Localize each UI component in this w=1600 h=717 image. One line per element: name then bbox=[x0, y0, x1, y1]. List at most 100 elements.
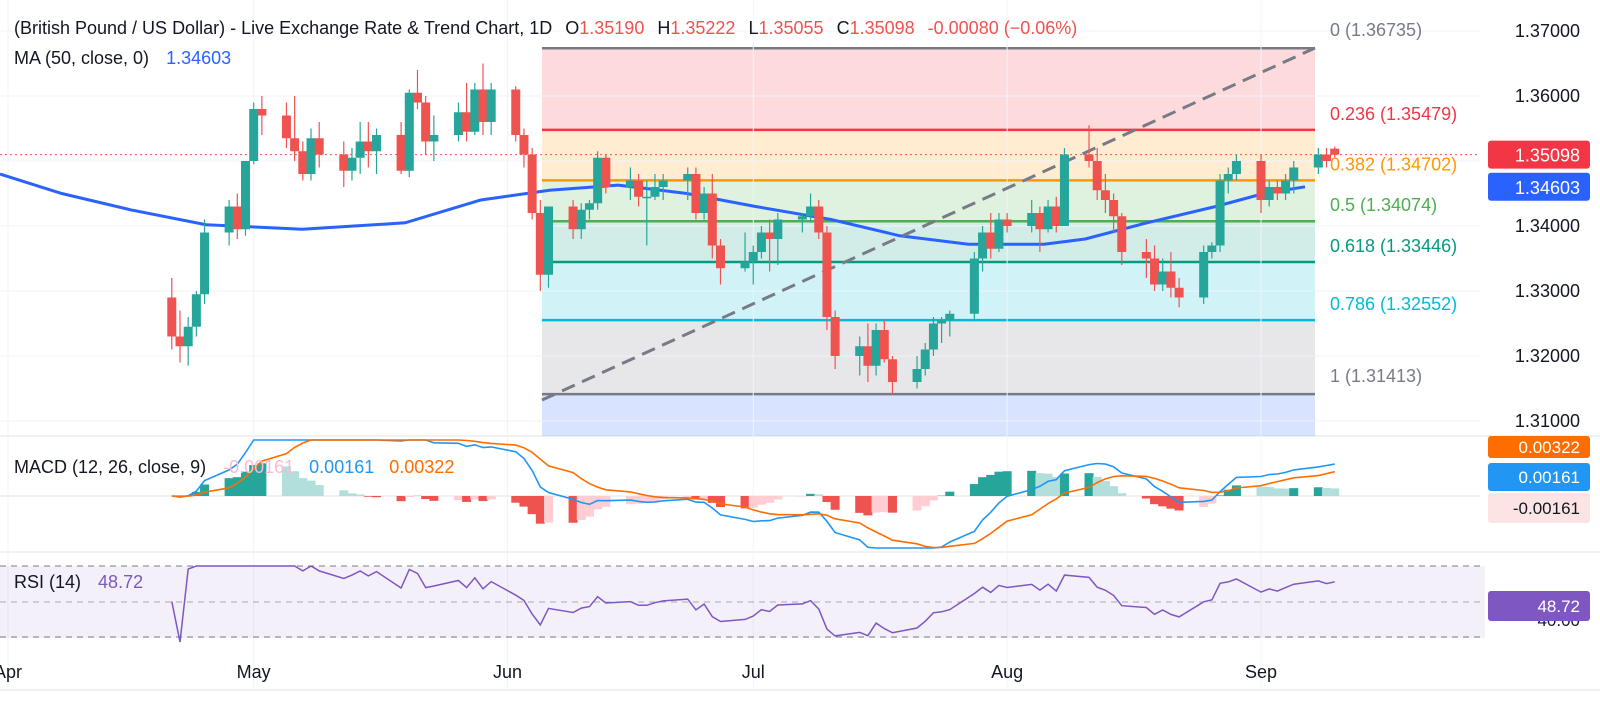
candle-body bbox=[486, 89, 496, 122]
time-axis[interactable]: Apr May Jun Jul Aug Sep bbox=[0, 662, 1277, 682]
candle-body bbox=[404, 92, 414, 171]
fib-label-0.786: 0.786 (1.32552) bbox=[1330, 294, 1457, 314]
candle-body bbox=[339, 154, 349, 171]
candle-body bbox=[928, 323, 938, 350]
candle-body bbox=[1027, 213, 1037, 226]
candle-body bbox=[765, 232, 775, 239]
candle-body bbox=[1141, 252, 1151, 259]
macd-hist-bar bbox=[1158, 496, 1168, 507]
fib-zone-0.5 bbox=[542, 221, 1315, 263]
candle-body bbox=[453, 112, 463, 135]
candle-body bbox=[912, 369, 922, 382]
time-tick: Jul bbox=[742, 662, 765, 682]
macd-hist-bar bbox=[830, 496, 840, 510]
candle-body bbox=[871, 330, 881, 366]
macd-hist-bar bbox=[1027, 470, 1037, 496]
rsi-line bbox=[171, 565, 1335, 643]
candles[interactable] bbox=[167, 63, 1340, 395]
macd-hist-bar bbox=[707, 496, 717, 503]
price-axis[interactable]: 1.370001.360001.350001.340001.330001.320… bbox=[1488, 21, 1590, 431]
price-tick: 1.31000 bbox=[1515, 411, 1580, 431]
candle-body bbox=[232, 206, 242, 230]
candle-body bbox=[683, 174, 693, 181]
candle-body bbox=[519, 135, 529, 155]
macd-hist-bar bbox=[298, 478, 308, 496]
candle-body bbox=[756, 232, 766, 252]
macd-hist-bar bbox=[887, 496, 897, 513]
macd-signal-line bbox=[171, 439, 1335, 549]
pane-frames bbox=[0, 435, 1600, 691]
fib-trend-line[interactable] bbox=[541, 46, 1316, 402]
macd-hist-bar bbox=[257, 463, 267, 496]
rsi-legend[interactable]: RSI (14) 48.72 bbox=[14, 572, 143, 592]
candle-body bbox=[249, 109, 259, 161]
candle-body bbox=[625, 180, 635, 187]
fib-label-1: 1 (1.31413) bbox=[1330, 366, 1422, 386]
macd-legend[interactable]: MACD (12, 26, close, 9) -0.00161 0.00161… bbox=[14, 457, 454, 477]
candle-body bbox=[1158, 271, 1168, 285]
candle-body bbox=[396, 135, 406, 171]
macd-hist-bar bbox=[806, 493, 816, 496]
macd-hist-bar bbox=[1002, 471, 1012, 496]
candle-body bbox=[1051, 206, 1061, 226]
macd-hist-bar bbox=[691, 496, 701, 500]
candle-body bbox=[1207, 245, 1217, 252]
macd-hist-bar bbox=[1084, 473, 1094, 496]
fib-zone-0.236 bbox=[542, 129, 1315, 181]
macd-hist-bar bbox=[748, 496, 758, 508]
candle-body bbox=[167, 297, 177, 337]
candle-body bbox=[314, 138, 324, 155]
macd-hist-bar bbox=[822, 496, 832, 503]
ma-50-line[interactable] bbox=[0, 172, 1306, 246]
last-price-badge-text: 1.35098 bbox=[1515, 146, 1580, 166]
candle-body bbox=[175, 336, 185, 347]
candle-body bbox=[240, 161, 250, 230]
candle-body bbox=[920, 349, 930, 369]
candle-body bbox=[1043, 206, 1053, 230]
fib-zone-extension bbox=[542, 394, 1315, 436]
candle-body bbox=[429, 135, 439, 142]
candle-body bbox=[806, 206, 816, 217]
macd-hist-bar bbox=[756, 496, 766, 505]
fib-label-0.236: 0.236 (1.35479) bbox=[1330, 104, 1457, 124]
candle-body bbox=[1223, 174, 1233, 181]
macd-pane[interactable] bbox=[0, 439, 1480, 549]
candle-body bbox=[1092, 161, 1102, 191]
macd-hist-bar bbox=[396, 496, 406, 502]
candle-body bbox=[1330, 148, 1340, 155]
candle-body bbox=[937, 320, 947, 324]
macd-hist-bar bbox=[978, 477, 988, 496]
fib-retracement[interactable] bbox=[542, 46, 1315, 436]
candle-body bbox=[1150, 258, 1160, 285]
macd-hist-bar bbox=[593, 496, 603, 510]
candle-body bbox=[748, 252, 758, 262]
time-tick: Sep bbox=[1245, 662, 1277, 682]
candle-body bbox=[257, 109, 267, 116]
candle-body bbox=[855, 346, 865, 356]
macd-hist-bar bbox=[1059, 473, 1069, 496]
fib-label-0.382: 0.382 (1.34702) bbox=[1330, 154, 1457, 174]
candle-body bbox=[281, 115, 291, 139]
macd-hist-bar bbox=[527, 496, 537, 515]
macd-hist-bar bbox=[1330, 488, 1340, 496]
ma-legend[interactable]: MA (50, close, 0) 1.34603 bbox=[14, 48, 231, 68]
candle-body bbox=[527, 154, 537, 213]
candle-body bbox=[363, 141, 373, 152]
time-tick: Jun bbox=[493, 662, 522, 682]
candle-body bbox=[1272, 187, 1282, 194]
macd-hist-bar bbox=[879, 496, 889, 513]
macd-hist-bar bbox=[1313, 487, 1323, 496]
macd-hist-bar bbox=[1117, 493, 1127, 496]
candle-body bbox=[412, 92, 422, 103]
price-tick: 1.37000 bbox=[1515, 21, 1580, 41]
time-tick: Aug bbox=[991, 662, 1023, 682]
rsi-badge: 48.72 bbox=[1537, 597, 1580, 616]
macd-hist-bar bbox=[1166, 496, 1176, 509]
macd-hist-bar bbox=[1231, 485, 1241, 496]
rsi-pane[interactable] bbox=[0, 565, 1485, 643]
macd-hist-bar bbox=[715, 496, 725, 508]
candle-body bbox=[642, 196, 652, 199]
legend-title: (British Pound / US Dollar) - Live Excha… bbox=[14, 18, 1077, 38]
candle-body bbox=[1264, 187, 1274, 200]
